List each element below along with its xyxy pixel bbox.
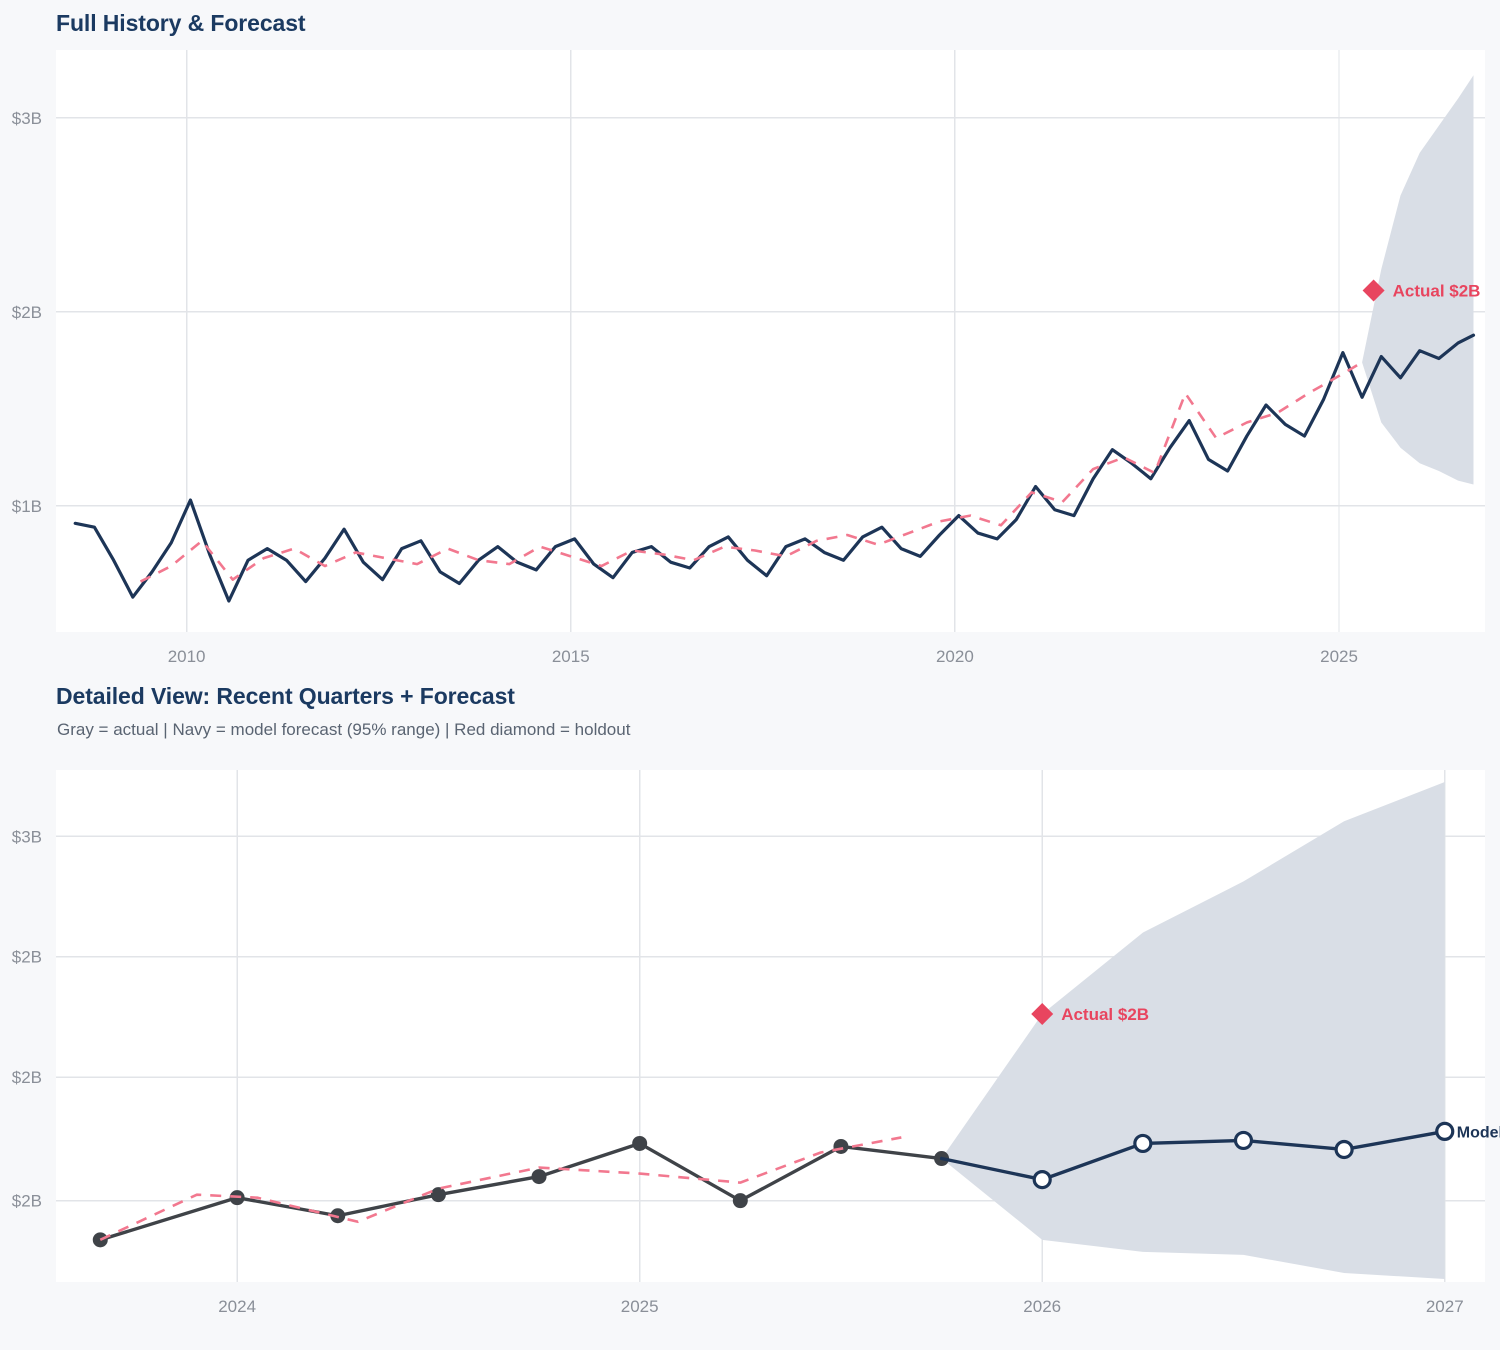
chart-detailed-view: $3B $2B $2B $2B 2024 2025 2026 2027 Actual $2B Mo… — [0, 670, 1500, 1350]
forecast-data-point[interactable] — [1235, 1132, 1251, 1148]
y-axis-tick-label: $2B — [12, 1192, 42, 1211]
x-axis-tick-label: 2024 — [218, 1297, 256, 1316]
forecast-data-point[interactable] — [1437, 1123, 1453, 1139]
chart-full-history: $1B $2B $3B 2010 2015 2020 2025 Actual $2B — [0, 0, 1500, 670]
y-axis-tick-label: $3B — [12, 827, 42, 846]
panel-detailed-view: Detailed View: Recent Quarters + Forecas… — [0, 670, 1500, 1350]
y-axis-tick-label: $1B — [12, 497, 42, 516]
actual-data-point[interactable] — [431, 1187, 446, 1202]
actual-data-point[interactable] — [733, 1193, 748, 1208]
plot-area — [56, 50, 1485, 632]
x-axis-tick-label: 2026 — [1023, 1297, 1061, 1316]
x-axis-tick-label: 2025 — [1320, 647, 1358, 666]
x-axis-tick-label: 2027 — [1426, 1297, 1464, 1316]
x-axis-tick-label: 2010 — [168, 647, 206, 666]
y-axis-tick-label: $2B — [12, 948, 42, 967]
y-axis-tick-label: $3B — [12, 109, 42, 128]
x-axis-tick-label: 2020 — [936, 647, 974, 666]
y-axis-tick-label: $2B — [12, 303, 42, 322]
actual-data-point[interactable] — [632, 1136, 647, 1151]
panel-full-history: Full History & Forecast $1B$2B$3B2010201… — [0, 0, 1500, 670]
forecast-data-point[interactable] — [1336, 1141, 1352, 1157]
model-series-label: Model — [1457, 1124, 1500, 1141]
y-axis-tick-label: $2B — [12, 1068, 42, 1087]
forecast-dashboard: Full History & Forecast $1B$2B$3B2010201… — [0, 0, 1500, 1350]
actual-data-point[interactable] — [833, 1139, 848, 1154]
forecast-data-point[interactable] — [1034, 1172, 1050, 1188]
forecast-data-point[interactable] — [1135, 1135, 1151, 1151]
x-axis-tick-label: 2015 — [552, 647, 590, 666]
holdout-annotation-label: Actual $2B — [1393, 282, 1481, 301]
x-axis-tick-label: 2025 — [621, 1297, 659, 1316]
holdout-annotation-label: Actual $2B — [1061, 1005, 1149, 1024]
actual-data-point[interactable] — [532, 1169, 547, 1184]
